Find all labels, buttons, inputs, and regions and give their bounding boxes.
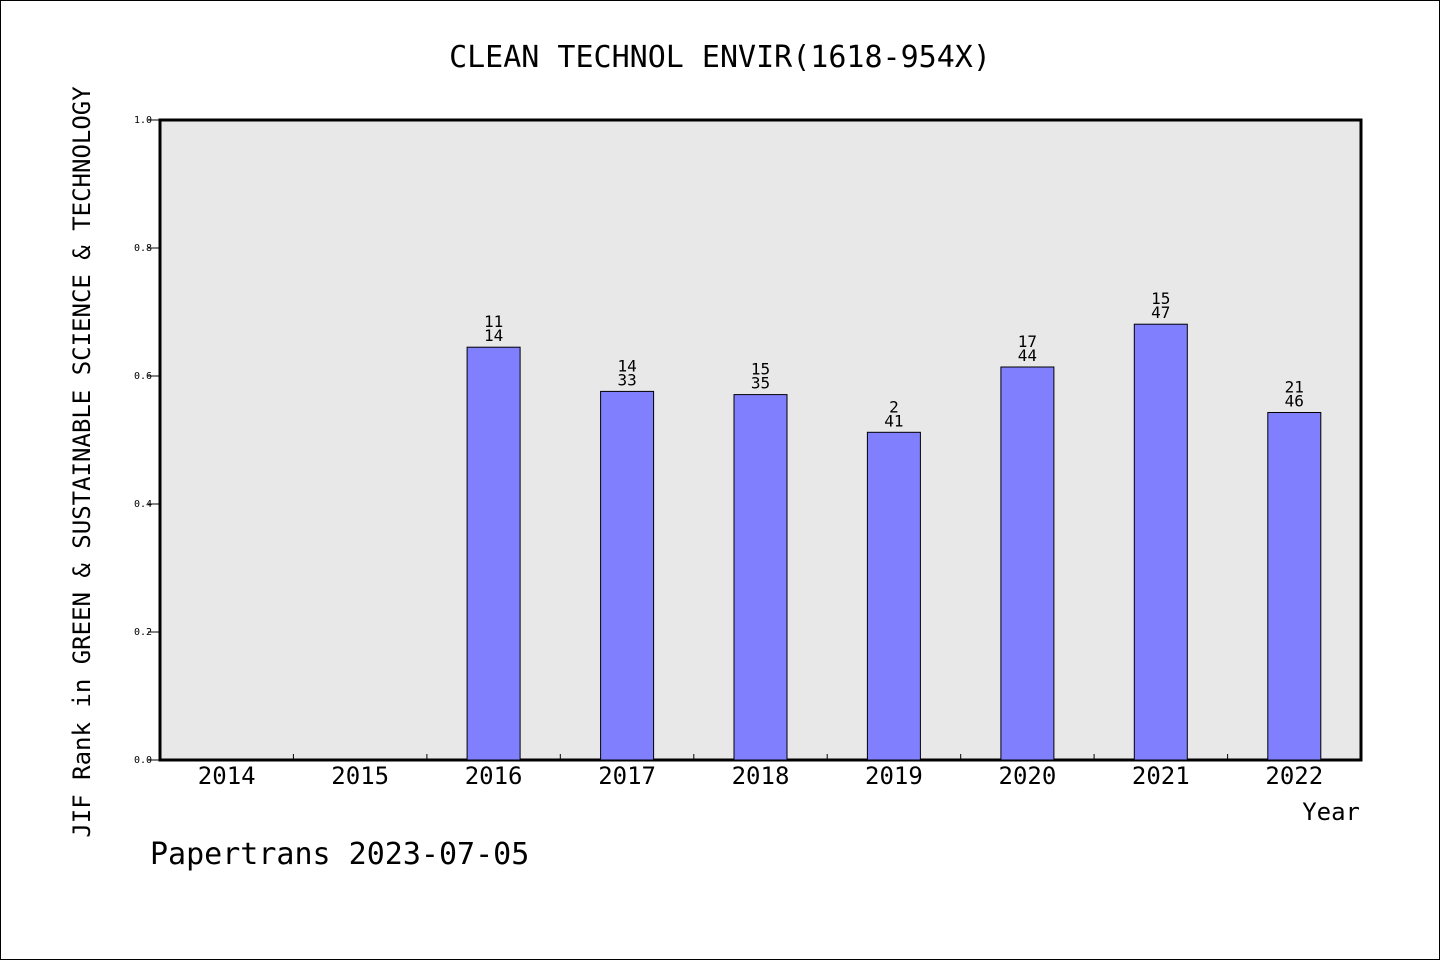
x-axis-label: Year [1302, 798, 1360, 826]
data-label-total-2021: 47 [1151, 303, 1170, 322]
bar-2019 [866, 431, 921, 761]
chart-title: CLEAN TECHNOL ENVIR(1618-954X) [449, 40, 991, 75]
y-ticks-group: 0.0 0.2 0.4 0.6 0.8 1.0 [134, 115, 160, 766]
x-tick-label-2017: 2017 [598, 762, 656, 790]
x-tick-label-2015: 2015 [331, 762, 389, 790]
data-label-total-2019: 41 [884, 411, 903, 430]
x-tick-label-2021: 2021 [1132, 762, 1190, 790]
data-label-total-2020: 44 [1018, 346, 1037, 365]
y-tick-label-1.0: 1.0 [134, 115, 152, 126]
y-tick-label-0.6: 0.6 [134, 371, 152, 382]
data-label-rank-2022: 21 [1285, 378, 1304, 397]
bar-2018 [733, 394, 788, 761]
bar-2020 [1000, 366, 1055, 761]
bar-2021 [1133, 323, 1188, 761]
footer-text: Papertrans 2023-07-05 [150, 837, 529, 872]
y-tick-label-0.0: 0.0 [134, 755, 152, 766]
y-axis-label: JIF Rank in GREEN & SUSTAINABLE SCIENCE … [68, 86, 96, 838]
x-tick-label-2020: 2020 [999, 762, 1057, 790]
data-label-total-2018: 35 [751, 374, 770, 393]
data-label-rank-2020: 17 [1018, 332, 1037, 351]
bar-2016 [466, 346, 521, 761]
data-label-total-2022: 46 [1285, 392, 1304, 411]
bar-2017 [600, 390, 655, 761]
data-label-rank-2021: 15 [1151, 289, 1170, 308]
data-label-rank-2016: 11 [484, 312, 503, 331]
x-ticks-group: 2014 2015 2016 2017 2018 2019 2020 2021 2022 [198, 754, 1323, 790]
data-label-total-2016: 14 [484, 326, 503, 345]
data-label-rank-2017: 14 [617, 356, 636, 375]
data-label-rank-2018: 15 [751, 360, 770, 379]
data-label-rank-2019: 2 [889, 397, 899, 416]
x-tick-label-2014: 2014 [198, 762, 256, 790]
x-tick-label-2019: 2019 [865, 762, 923, 790]
bars-group [466, 323, 1322, 761]
data-label-total-2017: 33 [617, 370, 636, 389]
y-tick-label-0.2: 0.2 [134, 627, 152, 638]
x-tick-label-2018: 2018 [732, 762, 790, 790]
x-tick-label-2022: 2022 [1265, 762, 1323, 790]
y-tick-label-0.8: 0.8 [134, 243, 152, 254]
x-tick-label-2016: 2016 [465, 762, 523, 790]
y-tick-label-0.4: 0.4 [134, 499, 152, 510]
bar-2022 [1267, 412, 1322, 761]
